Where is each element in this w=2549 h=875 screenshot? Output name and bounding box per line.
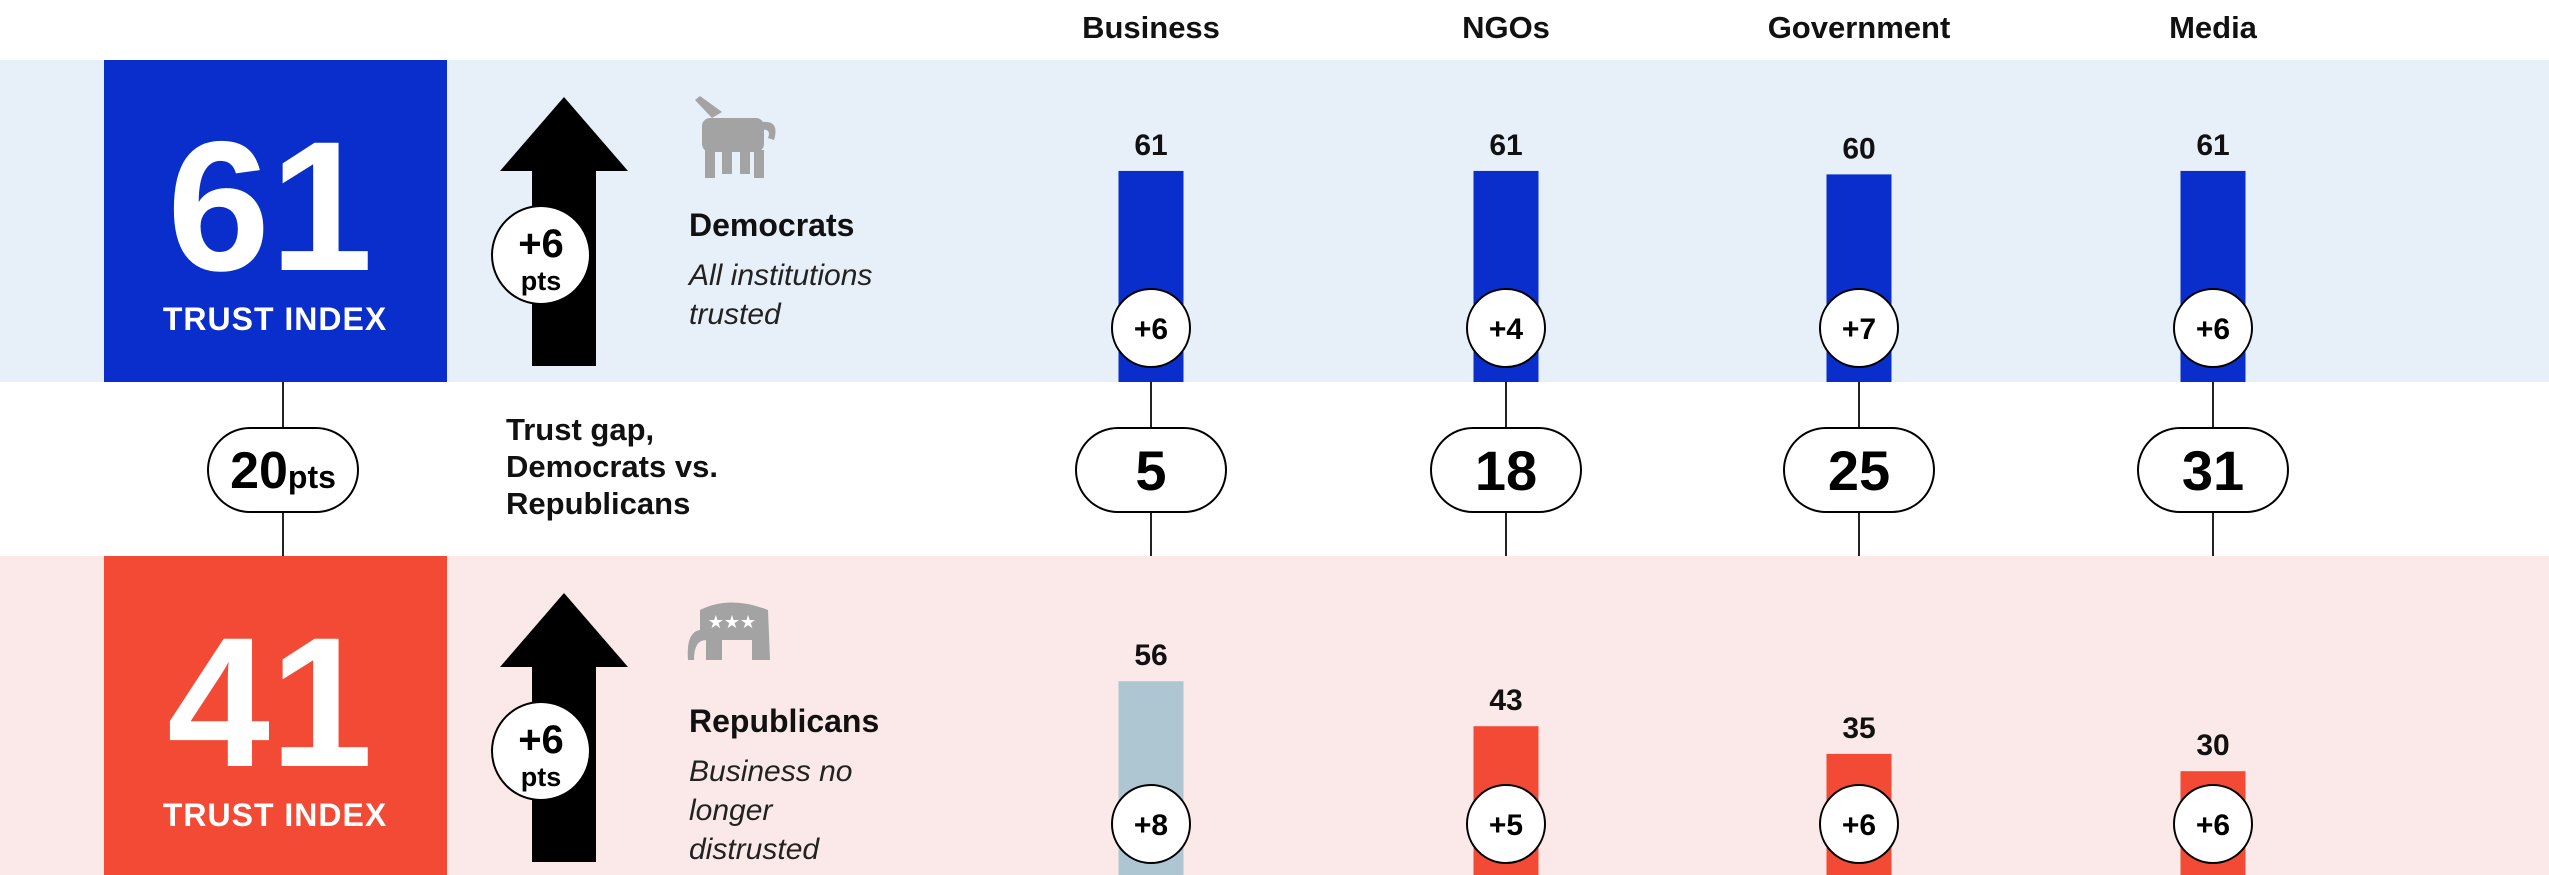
bar-change-circle: [1111, 288, 1191, 368]
value-label: 61: [1489, 129, 1522, 162]
gap-pill: [1430, 427, 1582, 513]
column-header: Business: [1082, 10, 1220, 45]
series-note: Business no longer distrusted: [689, 755, 852, 866]
gap-value: 18: [1475, 439, 1537, 502]
index-value: 61: [167, 104, 373, 310]
bar-change: +7: [1842, 313, 1876, 346]
value-label: 60: [1842, 132, 1875, 165]
bar-change-circle: [1819, 288, 1899, 368]
gap-label: Republicans: [506, 486, 690, 521]
index-label: TRUST INDEX: [163, 301, 387, 337]
column-header: Media: [2169, 10, 2258, 45]
value-label: 35: [1842, 712, 1875, 745]
bar-change-circle: [1466, 288, 1546, 368]
value-label: 61: [2196, 129, 2229, 162]
gap-value: 31: [2182, 439, 2244, 502]
gap-pill: [1783, 427, 1935, 513]
bar-change-circle: [1111, 784, 1191, 864]
value-label: 56: [1134, 639, 1167, 672]
elephant-stars: ★★★: [708, 612, 756, 632]
index-change-unit: pts: [521, 762, 562, 792]
gap-overall-value: 20: [230, 442, 288, 500]
gap-label: Trust gap,: [506, 412, 654, 447]
gap-pill: [207, 427, 359, 513]
value-label: 43: [1489, 684, 1522, 717]
donkey-icon: [695, 96, 776, 178]
bar-change-circle: [1466, 784, 1546, 864]
column-header: NGOs: [1462, 10, 1550, 45]
bar-change: +8: [1134, 809, 1168, 842]
elephant-icon: ★★★: [687, 602, 770, 660]
index-box: [104, 556, 447, 875]
bar-change-circle: [2173, 288, 2253, 368]
value-label: 30: [2196, 729, 2229, 762]
gap-value: 25: [1828, 439, 1890, 502]
value-label: 61: [1134, 129, 1167, 162]
gap-pill: [2137, 427, 2289, 513]
bar-change: +6: [1134, 313, 1168, 346]
column-header: Government: [1768, 10, 1951, 45]
index-change: +6: [518, 222, 564, 266]
bar-change-circle: [2173, 784, 2253, 864]
gap-overall: 20pts: [230, 442, 336, 500]
bar-change: +6: [1842, 809, 1876, 842]
change-circle: [491, 701, 591, 801]
gap-value: 5: [1135, 439, 1166, 502]
gap-overall-unit: pts: [288, 459, 336, 495]
bar-change-circle: [1819, 784, 1899, 864]
bar-change: +6: [2196, 809, 2230, 842]
bar-change: +6: [2196, 313, 2230, 346]
legend-name: Democrats: [689, 207, 854, 243]
index-change: +6: [518, 718, 564, 762]
bar-change: +4: [1489, 313, 1524, 346]
index-label: TRUST INDEX: [163, 797, 387, 833]
legend-name: Republicans: [689, 703, 879, 739]
gap-pill: [1075, 427, 1227, 513]
gap-label: Democrats vs.: [506, 449, 718, 484]
index-change-unit: pts: [521, 266, 562, 296]
index-value: 41: [167, 600, 373, 806]
change-circle: [491, 205, 591, 305]
index-box: [104, 60, 447, 382]
bar-change: +5: [1489, 809, 1523, 842]
series-note: All institutions trusted: [687, 259, 872, 331]
